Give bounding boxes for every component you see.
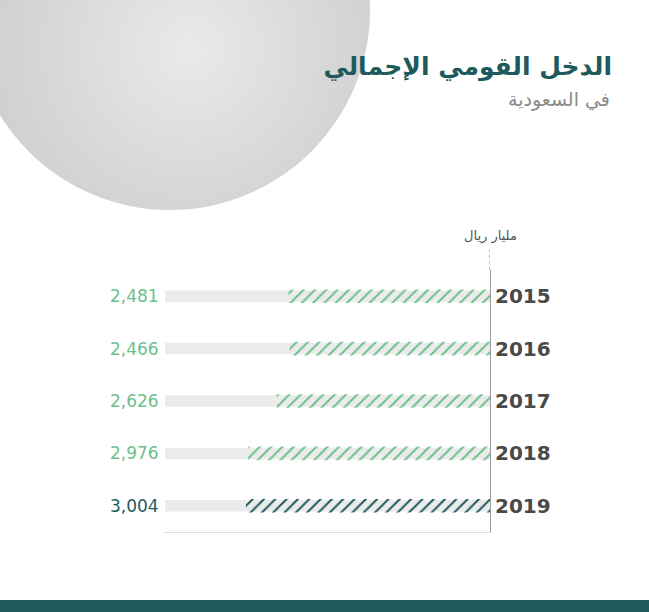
svg-text:2,976: 2,976 [110, 443, 159, 463]
svg-text:2017: 2017 [495, 389, 551, 413]
svg-text:الدخل القومي الإجمالي: الدخل القومي الإجمالي [323, 52, 612, 82]
svg-text:2018: 2018 [495, 441, 551, 465]
svg-text:في السعودية: في السعودية [508, 88, 610, 111]
svg-text:2,626: 2,626 [110, 391, 159, 411]
svg-text:2016: 2016 [495, 337, 551, 361]
svg-text:2019: 2019 [495, 494, 551, 518]
svg-text:2,481: 2,481 [110, 286, 159, 306]
svg-text:2015: 2015 [495, 284, 551, 308]
svg-text:3,004: 3,004 [110, 496, 159, 516]
svg-text:مليار ريال: مليار ريال [464, 228, 517, 244]
svg-text:2,466: 2,466 [110, 339, 159, 359]
